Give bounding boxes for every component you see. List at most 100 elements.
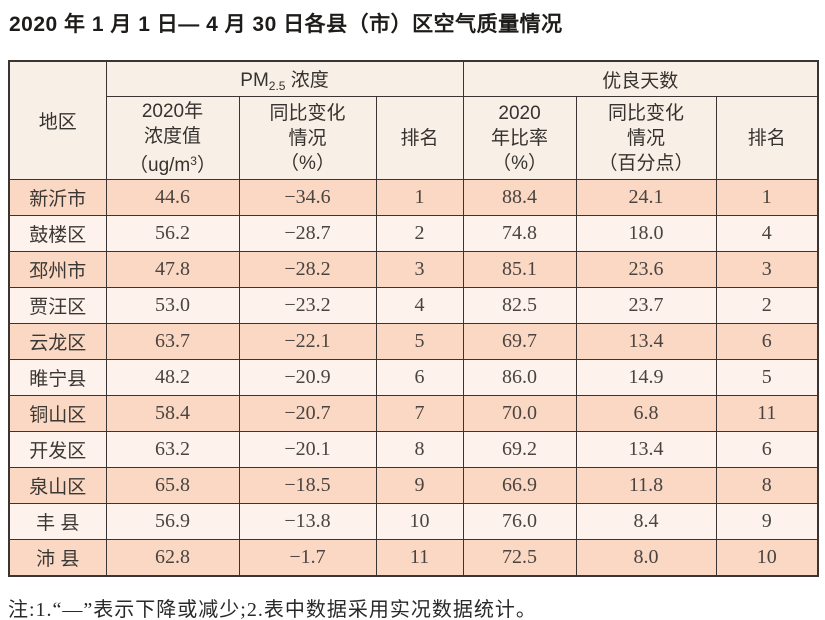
pm-rank-cell: 11	[375, 539, 464, 577]
days-change-cell: 23.7	[575, 287, 717, 324]
table-row: 邳州市 47.8 −28.2 3 85.1 23.6 3	[8, 251, 819, 288]
days-rank-cell: 4	[715, 215, 819, 252]
days-change-cell: 8.4	[575, 503, 717, 540]
table-row: 云龙区 63.7 −22.1 5 69.7 13.4 6	[8, 323, 819, 360]
pm-change-cell: −13.8	[238, 503, 377, 540]
region-cell: 云龙区	[8, 323, 107, 360]
days-change-cell: 11.8	[575, 467, 717, 504]
pm-change-cell: −28.2	[238, 251, 377, 288]
ratio-cell: 86.0	[462, 359, 577, 396]
unit-prefix: （ug/m	[129, 154, 191, 176]
header-line: 同比变化	[608, 102, 685, 124]
pm-rank-cell: 7	[375, 395, 464, 432]
days-rank-cell: 9	[715, 503, 819, 540]
pm-rank-cell: 6	[375, 359, 464, 396]
pm-change-cell: −23.2	[238, 287, 377, 324]
table-row: 睢宁县 48.2 −20.9 6 86.0 14.9 5	[8, 359, 819, 396]
pm-rank-cell: 1	[375, 179, 464, 216]
days-change-cell: 23.6	[575, 251, 717, 288]
header-days-rank: 排名	[715, 96, 819, 180]
pm-value-cell: 56.9	[105, 503, 240, 540]
days-change-cell: 24.1	[575, 179, 717, 216]
region-cell: 睢宁县	[8, 359, 107, 396]
ratio-cell: 69.2	[462, 431, 577, 468]
header-group-pm25: PM2.5 浓度	[105, 60, 464, 97]
region-cell: 铜山区	[8, 395, 107, 432]
header-sub-row: 2020年 浓度值 （ug/m3） 同比变化 情况 （%） 排名 2020 年比…	[9, 96, 819, 180]
days-rank-cell: 10	[715, 539, 819, 577]
region-cell: 邳州市	[8, 251, 107, 288]
pm-rank-cell: 8	[375, 431, 464, 468]
ratio-cell: 74.8	[462, 215, 577, 252]
table-row: 开发区 63.2 −20.1 8 69.2 13.4 6	[8, 431, 819, 468]
days-rank-cell: 11	[715, 395, 819, 432]
table-header: 地区 PM2.5 浓度 优良天数 2020年 浓度值 （ug/m3） 同比变化 …	[8, 60, 819, 180]
pm-value-cell: 56.2	[105, 215, 240, 252]
region-cell: 沛 县	[8, 539, 107, 577]
pm25-subscript: 2.5	[268, 79, 286, 93]
pm-change-cell: −28.7	[238, 215, 377, 252]
region-cell: 贾汪区	[8, 287, 107, 324]
days-change-cell: 8.0	[575, 539, 717, 577]
header-line: 浓度值	[143, 125, 201, 147]
days-rank-cell: 5	[715, 359, 819, 396]
days-rank-cell: 8	[715, 467, 819, 504]
header-line: （ug/m3）	[107, 149, 238, 178]
header-line: （%）	[280, 152, 335, 174]
header-line: 2020年	[141, 100, 204, 122]
days-change-cell: 13.4	[575, 323, 717, 360]
days-rank-cell: 6	[715, 323, 819, 360]
pm-value-cell: 47.8	[105, 251, 240, 288]
table-body: 新沂市 44.6 −34.6 1 88.4 24.1 1 鼓楼区 56.2 −2…	[8, 179, 819, 577]
days-rank-cell: 2	[715, 287, 819, 324]
table-row: 贾汪区 53.0 −23.2 4 82.5 23.7 2	[8, 287, 819, 324]
pm-value-cell: 63.2	[105, 431, 240, 468]
days-change-cell: 18.0	[575, 215, 717, 252]
header-line: 情况	[627, 127, 666, 149]
pm-value-cell: 62.8	[105, 539, 240, 577]
pm-value-cell: 48.2	[105, 359, 240, 396]
ratio-cell: 70.0	[462, 395, 577, 432]
region-cell: 泉山区	[8, 467, 107, 504]
pm-rank-cell: 10	[375, 503, 464, 540]
header-group-good-days: 优良天数	[462, 60, 819, 97]
table-row: 新沂市 44.6 −34.6 1 88.4 24.1 1	[8, 179, 819, 216]
days-change-cell: 14.9	[575, 359, 717, 396]
header-line: 情况	[288, 127, 327, 149]
unit-superscript: 3	[190, 153, 197, 168]
pm-value-cell: 44.6	[105, 179, 240, 216]
header-pm-change: 同比变化 情况 （%）	[238, 96, 377, 180]
pm-change-cell: −20.7	[238, 395, 377, 432]
pm-change-cell: −20.1	[238, 431, 377, 468]
region-cell: 丰 县	[8, 503, 107, 540]
ratio-cell: 76.0	[462, 503, 577, 540]
region-cell: 鼓楼区	[8, 215, 107, 252]
header-line: 同比变化	[269, 102, 346, 124]
pm-value-cell: 58.4	[105, 395, 240, 432]
header-region: 地区	[8, 60, 107, 180]
pm25-label-suffix: 浓度	[285, 70, 329, 91]
header-line: 2020	[498, 102, 541, 124]
unit-suffix: ）	[196, 154, 216, 176]
table-row: 铜山区 58.4 −20.7 7 70.0 6.8 11	[8, 395, 819, 432]
header-line: 年比率	[491, 127, 549, 149]
air-quality-table: 地区 PM2.5 浓度 优良天数 2020年 浓度值 （ug/m3） 同比变化 …	[8, 60, 820, 577]
days-rank-cell: 3	[715, 251, 819, 288]
pm-change-cell: −1.7	[238, 539, 377, 577]
pm-rank-cell: 4	[375, 287, 464, 324]
table-row: 泉山区 65.8 −18.5 9 66.9 11.8 8	[8, 467, 819, 504]
pm-change-cell: −34.6	[238, 179, 377, 216]
header-group-row: 地区 PM2.5 浓度 优良天数	[8, 60, 819, 180]
region-cell: 新沂市	[8, 179, 107, 216]
header-concentration: 2020年 浓度值 （ug/m3）	[105, 96, 240, 180]
pm-rank-cell: 3	[375, 251, 464, 288]
pm25-label-prefix: PM	[240, 70, 269, 91]
days-rank-cell: 6	[715, 431, 819, 468]
pm-rank-cell: 2	[375, 215, 464, 252]
header-days-change: 同比变化 情况 （百分点）	[575, 96, 717, 180]
pm-value-cell: 65.8	[105, 467, 240, 504]
ratio-cell: 72.5	[462, 539, 577, 577]
header-line: （百分点）	[598, 152, 694, 174]
pm-rank-cell: 9	[375, 467, 464, 504]
